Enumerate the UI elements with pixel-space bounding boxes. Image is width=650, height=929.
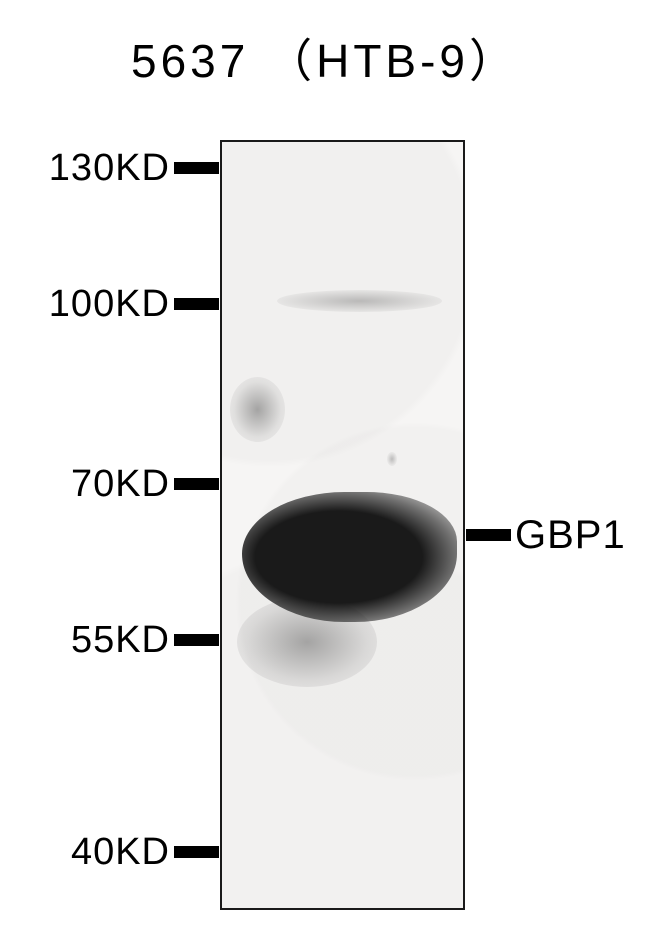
gbp1-main-band: [242, 492, 457, 622]
speck-mid: [387, 452, 397, 466]
marker-55kd: 55KD: [0, 615, 219, 665]
marker-label: 40KD: [0, 831, 170, 874]
marker-label: 130KD: [0, 147, 170, 190]
protein-label-gbp1: GBP1: [466, 510, 626, 560]
marker-tick-icon: [174, 162, 219, 174]
blot-lane: [220, 140, 465, 910]
protein-label-text: GBP1: [515, 513, 626, 558]
marker-label: 70KD: [0, 463, 170, 506]
marker-130kd: 130KD: [0, 143, 219, 193]
marker-label: 55KD: [0, 619, 170, 662]
marker-40kd: 40KD: [0, 827, 219, 877]
marker-tick-icon: [174, 298, 219, 310]
marker-70kd: 70KD: [0, 459, 219, 509]
marker-100kd: 100KD: [0, 279, 219, 329]
smudge-upper-left: [230, 377, 285, 442]
marker-tick-icon: [174, 846, 219, 858]
figure-title: 5637 （HTB-9）: [0, 25, 650, 91]
marker-tick-icon: [174, 478, 219, 490]
faint-band-108kd: [277, 290, 442, 312]
western-blot-figure: 5637 （HTB-9） 130KD 100KD 70KD 55KD 40KD …: [0, 0, 650, 929]
marker-tick-icon: [174, 634, 219, 646]
right-tick-icon: [466, 529, 511, 541]
marker-label: 100KD: [0, 283, 170, 326]
